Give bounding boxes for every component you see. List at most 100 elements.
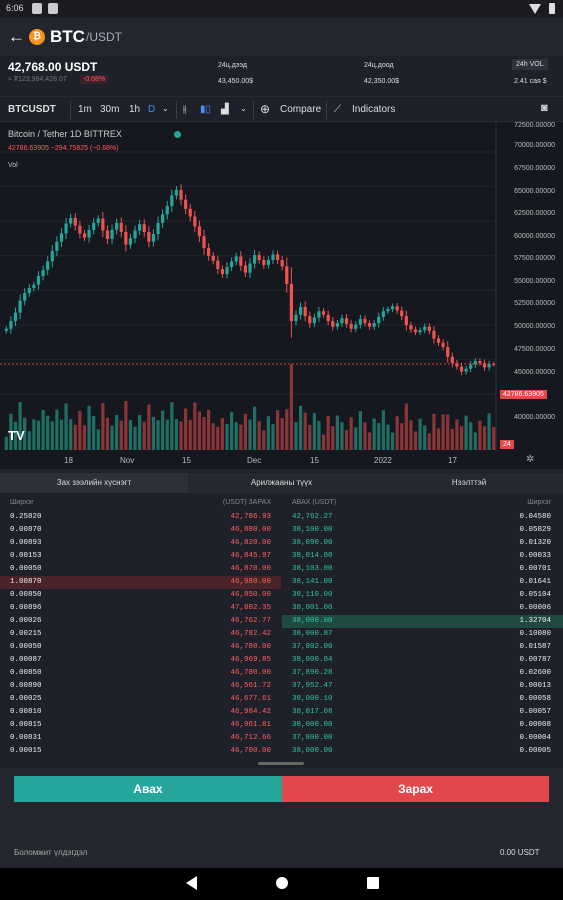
table-row[interactable]: 0.00893 46,820.00 38,090.00 0.01320 — [0, 537, 563, 550]
candle — [229, 261, 234, 268]
symbol-label[interactable]: BTCUSDT — [8, 104, 56, 115]
gear-icon[interactable]: ✲ — [526, 454, 535, 465]
candle — [188, 208, 192, 217]
volume-bar — [252, 406, 257, 450]
candle — [225, 267, 229, 275]
bid-price: 46,780.00 — [230, 643, 271, 651]
camera-icon[interactable]: ◙ — [541, 102, 548, 114]
table-row[interactable]: 0.00025 46,677.61 38,000.10 0.00058 — [0, 693, 563, 706]
table-row[interactable]: 0.00015 46,700.00 38,000.00 0.00005 — [0, 745, 563, 758]
ask-price: 38,000.10 — [292, 695, 333, 703]
tradingview-logo: TV — [8, 428, 25, 443]
bar-type-icon[interactable]: ⫲ — [183, 104, 187, 115]
low-value: 42,350.00$ — [364, 78, 400, 85]
nav-recents-icon[interactable] — [367, 877, 379, 889]
buy-button[interactable]: Авах — [14, 776, 282, 802]
table-row[interactable]: 0.00850 46,780.00 37,890.28 0.02600 — [0, 667, 563, 680]
drag-handle[interactable] — [258, 762, 304, 765]
sell-button[interactable]: Зарах — [282, 776, 549, 802]
y-tick-label: 52500.00000 — [514, 300, 555, 307]
table-row[interactable]: 0.00050 46,780.00 37,802.00 0.01587 — [0, 641, 563, 654]
ask-price: 38,000.00 — [292, 721, 333, 729]
volume-bar — [142, 421, 146, 450]
candle — [395, 306, 399, 311]
y-tick-label: 60000.00000 — [514, 233, 555, 240]
live-status-icon — [174, 131, 181, 138]
indicators-icon[interactable]: ⟋ — [334, 104, 341, 115]
volume-bar — [473, 432, 477, 450]
wifi-icon — [529, 4, 541, 14]
interval-1m[interactable]: 1m — [78, 104, 92, 115]
compare-button[interactable]: Compare — [280, 104, 322, 115]
table-row[interactable]: 0.00153 46,845.97 38,014.00 0.00033 — [0, 550, 563, 563]
candle — [450, 356, 454, 364]
volume-bar — [381, 410, 385, 450]
nav-back-icon[interactable] — [186, 876, 197, 890]
bid-price: 46,969.85 — [230, 656, 271, 664]
table-row[interactable]: 1.00870 46,980.00 38,141.00 0.01641 — [0, 576, 563, 589]
nav-home-icon[interactable] — [276, 877, 288, 889]
y-tick-label: 50000.00000 — [514, 323, 555, 330]
bid-qty: 0.00015 — [10, 747, 42, 755]
tab-open-orders[interactable]: Нээлттэй — [451, 478, 487, 487]
table-row[interactable]: 0.00026 46,762.77 38,000.00 1.32704 — [0, 615, 563, 628]
chevron-down-icon[interactable]: ⌄ — [240, 104, 247, 113]
indicators-button[interactable]: Indicators — [352, 104, 396, 115]
candle — [386, 309, 390, 312]
volume-bar — [78, 410, 82, 450]
volume-bar — [409, 420, 413, 450]
volume-bar — [9, 413, 13, 450]
pair-quote[interactable]: /USDT — [86, 30, 122, 44]
table-row[interactable]: 0.00896 47,802.35 38,001.00 0.00006 — [0, 602, 563, 615]
candles-icon[interactable]: ▮▯ — [200, 104, 212, 115]
x-tick-label: 17 — [448, 456, 457, 465]
table-row[interactable]: 0.00215 46,782.42 38,000.87 0.10080 — [0, 628, 563, 641]
price-chart[interactable]: Bitcoin / Tether 1D BITTREX 42786.63905 … — [0, 122, 563, 469]
candle — [133, 230, 137, 239]
volume-bar — [225, 423, 229, 450]
ask-price-header: АВАХ (USDT) — [292, 499, 337, 506]
plus-circle-icon[interactable]: ⊕ — [260, 102, 271, 116]
volume-bar — [436, 428, 441, 450]
pair-base[interactable]: BTC — [50, 27, 85, 46]
tab-trade-history[interactable]: Арилжааны түүх — [250, 478, 313, 487]
interval-1h[interactable]: 1h — [129, 104, 141, 115]
table-row[interactable]: 0.25820 42,786.93 42,762.27 0.04580 — [0, 511, 563, 524]
bid-qty: 0.00850 — [10, 591, 42, 599]
volume-marker: 24 — [500, 440, 514, 449]
candle — [92, 222, 96, 230]
table-row[interactable]: 0.00870 46,880.00 38,100.00 0.05829 — [0, 524, 563, 537]
volume-bar — [87, 405, 91, 450]
chevron-down-icon[interactable]: ⌄ — [162, 104, 169, 113]
table-row[interactable]: 0.00831 46,712.66 37,800.00 0.00004 — [0, 732, 563, 745]
candle — [280, 260, 284, 267]
volume-bar — [27, 431, 31, 450]
interval-30m[interactable]: 30m — [100, 104, 120, 115]
volume-bar — [110, 425, 114, 450]
ask-price: 37,952.47 — [292, 682, 333, 690]
ask-price: 38,090.00 — [292, 539, 333, 547]
volume-bar — [413, 431, 418, 450]
table-row[interactable]: 0.00810 46,984.42 38,017.08 0.00057 — [0, 706, 563, 719]
candle — [321, 311, 326, 315]
candle — [271, 254, 275, 261]
area-chart-icon[interactable]: ▟ — [221, 104, 229, 115]
table-row[interactable]: 0.00890 46,561.72 37,952.47 0.00013 — [0, 680, 563, 693]
interval-d[interactable]: D — [148, 104, 156, 115]
candle — [455, 363, 459, 367]
table-row[interactable]: 0.00087 46,969.85 38,000.04 0.00787 — [0, 654, 563, 667]
table-row[interactable]: 0.00850 46,850.00 38,110.00 0.05104 — [0, 589, 563, 602]
tab-orderbook[interactable]: Зах зээлийн хүснэгт — [0, 473, 188, 493]
volume-bar — [4, 436, 8, 450]
candle — [432, 330, 436, 339]
table-row[interactable]: 0.00050 46,870.00 38,103.00 0.00701 — [0, 563, 563, 576]
bid-qty: 0.00850 — [10, 669, 42, 677]
y-tick-label: 70000.00000 — [514, 142, 555, 149]
volume-label: Vol — [8, 162, 18, 169]
bid-qty: 0.00893 — [10, 539, 42, 547]
ask-qty: 0.00057 — [519, 708, 551, 716]
table-row[interactable]: 0.00815 46,961.81 38,000.00 0.00008 — [0, 719, 563, 732]
arrow-left-icon[interactable]: ← — [8, 27, 25, 46]
ask-price: 37,890.28 — [292, 669, 333, 677]
chart-canvas[interactable] — [0, 122, 563, 469]
